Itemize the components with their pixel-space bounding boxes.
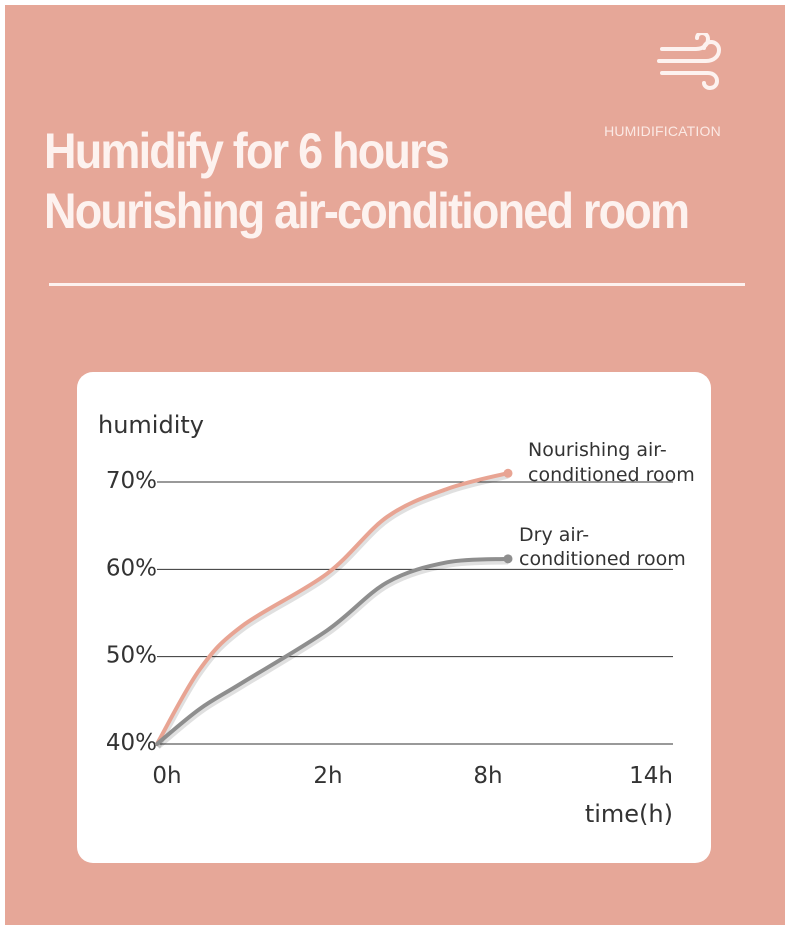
x-tick-label: 0h	[152, 763, 181, 789]
headline-line-1: Humidify for 6 hours	[44, 122, 450, 180]
x-tick-label: 8h	[473, 763, 502, 789]
x-tick-label: 14h	[629, 763, 673, 789]
x-axis-label: time(h)	[585, 800, 673, 828]
series-shadow	[156, 559, 509, 749]
sub-label: HUMIDIFICATION	[604, 123, 721, 139]
legend-nourishing-line2: conditioned room	[528, 464, 695, 486]
legend-dry-line1: Dry air-	[519, 524, 589, 546]
series-end-point-nourishing	[503, 468, 513, 478]
humidity-chart: humidity time(h) 40% 50% 60% 70% 0h 2h 8h 14h N…	[98, 411, 695, 828]
legend-nourishing-line1: Nourishing air-	[528, 439, 667, 461]
y-tick-label: 50%	[106, 643, 157, 669]
series-line-nourishing	[155, 471, 509, 746]
y-tick-label: 60%	[106, 555, 157, 581]
y-tick-label: 70%	[106, 468, 157, 494]
divider	[49, 283, 745, 286]
y-axis-label: humidity	[98, 411, 204, 439]
x-tick-label: 2h	[313, 763, 342, 789]
legend-dry-line2: conditioned room	[519, 548, 686, 570]
y-tick-label: 40%	[106, 730, 157, 756]
headline-line-2: Nourishing air-conditioned room	[44, 182, 690, 240]
wind-icon	[657, 33, 722, 91]
series-line-dry	[155, 556, 509, 746]
series-shadow	[155, 473, 509, 749]
series-end-point-dry	[503, 554, 513, 564]
chart-card: humidity time(h) 40% 50% 60% 70% 0h 2h 8h 14h N…	[77, 372, 711, 863]
